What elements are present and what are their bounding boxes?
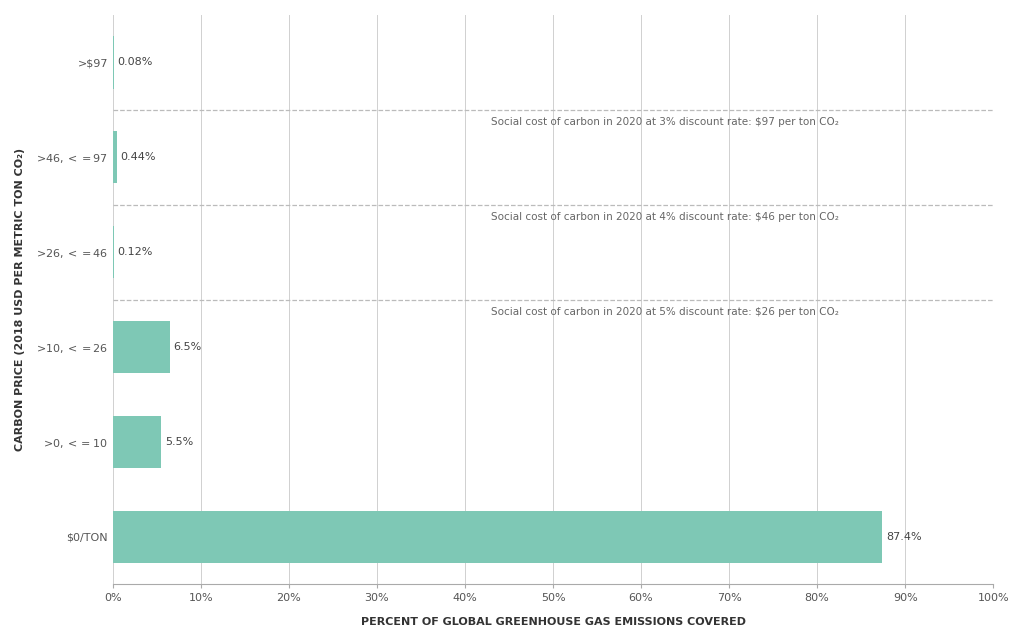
Text: Social cost of carbon in 2020 at 4% discount rate: $46 per ton CO₂: Social cost of carbon in 2020 at 4% disc…	[492, 213, 840, 222]
Bar	[113, 416, 161, 468]
Text: 5.5%: 5.5%	[165, 437, 194, 447]
Y-axis label: CARBON PRICE (2018 USD PER METRIC TON CO₂): CARBON PRICE (2018 USD PER METRIC TON CO…	[15, 148, 25, 451]
Bar	[113, 226, 114, 278]
Text: 0.44%: 0.44%	[120, 152, 156, 162]
Text: Social cost of carbon in 2020 at 5% discount rate: $26 per ton CO₂: Social cost of carbon in 2020 at 5% disc…	[492, 307, 840, 317]
Text: 87.4%: 87.4%	[886, 532, 922, 542]
Text: Social cost of carbon in 2020 at 3% discount rate: $97 per ton CO₂: Social cost of carbon in 2020 at 3% disc…	[492, 117, 840, 127]
X-axis label: PERCENT OF GLOBAL GREENHOUSE GAS EMISSIONS COVERED: PERCENT OF GLOBAL GREENHOUSE GAS EMISSIO…	[360, 617, 745, 627]
Bar	[113, 131, 117, 184]
Bar	[113, 321, 170, 373]
Text: 0.08%: 0.08%	[117, 57, 153, 67]
Text: 6.5%: 6.5%	[174, 342, 202, 352]
Text: 0.12%: 0.12%	[118, 247, 153, 257]
Bar	[113, 510, 883, 563]
